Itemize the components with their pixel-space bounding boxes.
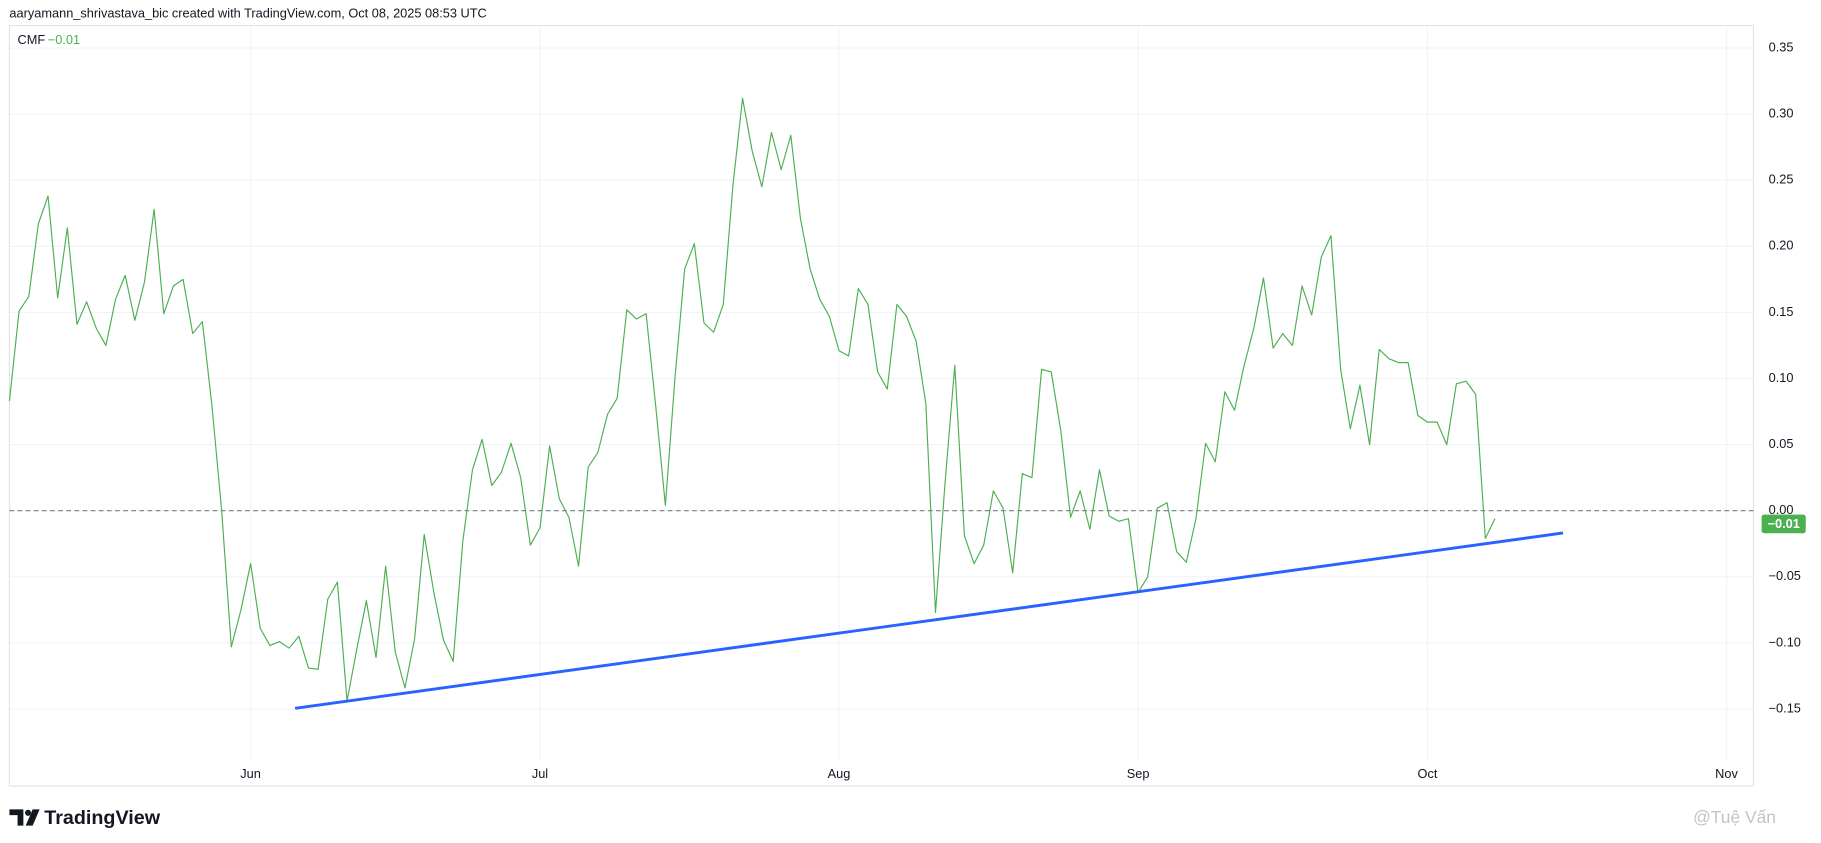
y-tick-label: 0.00 bbox=[1769, 502, 1794, 517]
trend-line bbox=[294, 531, 1564, 710]
marks bbox=[8, 97, 1754, 702]
last-value-label: −0.01 bbox=[1768, 516, 1800, 531]
y-tick-label: 0.10 bbox=[1769, 370, 1794, 385]
y-tick-label: 0.35 bbox=[1769, 39, 1794, 54]
x-tick-label: Sep bbox=[1127, 766, 1150, 781]
last-value-badge bbox=[1761, 514, 1806, 534]
legend-label: CMF bbox=[18, 32, 46, 47]
y-tick-label: 0.25 bbox=[1769, 172, 1794, 187]
x-tick-label: Aug bbox=[828, 766, 851, 781]
x-tick-label: Oct bbox=[1418, 766, 1438, 781]
brand-logo: TradingView bbox=[9, 807, 161, 829]
y-tick-label: −0.15 bbox=[1769, 700, 1801, 715]
watermark: @Tuệ Vấn bbox=[1693, 807, 1776, 827]
x-tick-label: Jun bbox=[240, 766, 261, 781]
grid bbox=[9, 25, 1754, 761]
brand: TradingView bbox=[44, 807, 160, 829]
logo-icon bbox=[9, 809, 40, 826]
y-tick-label: 0.15 bbox=[1769, 304, 1794, 319]
y-tick-label: 0.05 bbox=[1769, 436, 1794, 451]
legend-value: −0.01 bbox=[48, 32, 80, 47]
y-tick-label: 0.20 bbox=[1769, 238, 1794, 253]
logo-dot bbox=[25, 809, 32, 816]
y-tick-label: −0.10 bbox=[1769, 634, 1801, 649]
cmf-line bbox=[8, 97, 1496, 702]
y-tick-label: −0.05 bbox=[1769, 568, 1801, 583]
y-tick-label: 0.30 bbox=[1769, 105, 1794, 120]
attribution: aaryamann_shrivastava_bic created with T… bbox=[9, 5, 486, 20]
x-tick-label: Nov bbox=[1715, 766, 1738, 781]
x-tick-label: Jul bbox=[532, 766, 548, 781]
